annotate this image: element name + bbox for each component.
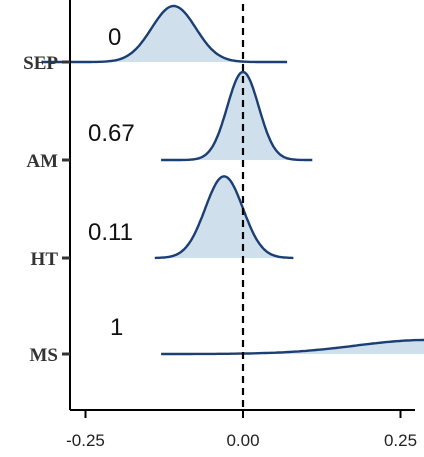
- x-tick-label: -0.25: [66, 431, 105, 450]
- y-tick-label-sep: SEP: [23, 53, 58, 74]
- density-fill-ht: [154, 176, 294, 258]
- density-curve-ht: [154, 175, 294, 260]
- density-curve-sep: [41, 4, 288, 64]
- x-tick-label: 0.00: [226, 431, 259, 450]
- density-curve-ms: [161, 338, 424, 356]
- density-curve-am: [161, 70, 313, 162]
- probability-label-sep: 0: [108, 24, 121, 51]
- density-fill-ms: [161, 340, 424, 354]
- y-tick-label-ht: HT: [31, 249, 59, 270]
- probability-label-am: 0.67: [88, 120, 135, 147]
- x-tick-label: 0.25: [384, 431, 417, 450]
- density-fill-am: [161, 72, 313, 160]
- density-fill-sep: [41, 6, 288, 62]
- probability-label-ht: 0.11: [88, 219, 133, 246]
- y-tick-label-ms: MS: [30, 345, 59, 366]
- probability-label-ms: 1: [110, 314, 123, 341]
- density-layer: [41, 4, 424, 356]
- y-tick-label-am: AM: [26, 151, 58, 172]
- probability-labels-layer: 0 0.67 0.11 1: [88, 24, 135, 341]
